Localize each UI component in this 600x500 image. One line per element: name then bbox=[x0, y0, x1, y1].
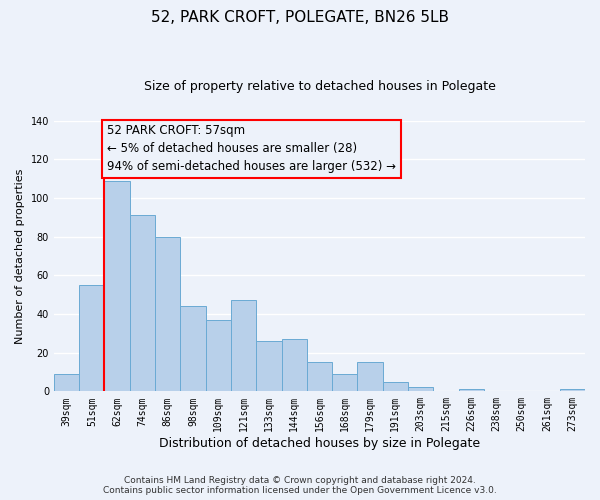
Text: 52 PARK CROFT: 57sqm
← 5% of detached houses are smaller (28)
94% of semi-detach: 52 PARK CROFT: 57sqm ← 5% of detached ho… bbox=[107, 124, 396, 174]
X-axis label: Distribution of detached houses by size in Polegate: Distribution of detached houses by size … bbox=[159, 437, 480, 450]
Bar bbox=[281, 339, 307, 392]
Bar bbox=[256, 341, 281, 392]
Bar bbox=[458, 390, 484, 392]
Text: 52, PARK CROFT, POLEGATE, BN26 5LB: 52, PARK CROFT, POLEGATE, BN26 5LB bbox=[151, 10, 449, 25]
Bar bbox=[358, 362, 383, 392]
Bar bbox=[383, 382, 408, 392]
Bar bbox=[332, 374, 358, 392]
Bar bbox=[54, 374, 79, 392]
Bar bbox=[231, 300, 256, 392]
Y-axis label: Number of detached properties: Number of detached properties bbox=[15, 168, 25, 344]
Bar bbox=[155, 236, 181, 392]
Bar bbox=[307, 362, 332, 392]
Bar bbox=[206, 320, 231, 392]
Bar bbox=[130, 216, 155, 392]
Bar bbox=[104, 180, 130, 392]
Bar bbox=[560, 390, 585, 392]
Bar bbox=[408, 388, 433, 392]
Text: Contains HM Land Registry data © Crown copyright and database right 2024.
Contai: Contains HM Land Registry data © Crown c… bbox=[103, 476, 497, 495]
Title: Size of property relative to detached houses in Polegate: Size of property relative to detached ho… bbox=[143, 80, 496, 93]
Bar bbox=[79, 285, 104, 392]
Bar bbox=[181, 306, 206, 392]
